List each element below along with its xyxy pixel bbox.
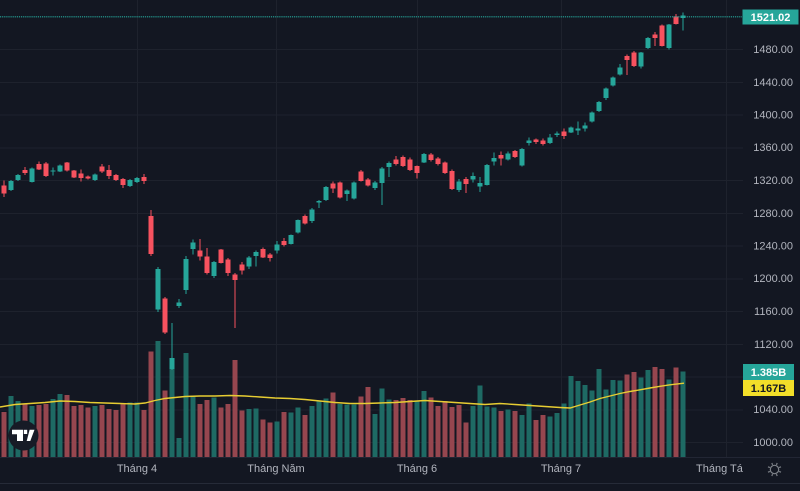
svg-text:1280.00: 1280.00 (753, 208, 793, 220)
svg-text:1440.00: 1440.00 (753, 77, 793, 89)
svg-text:Tháng 7: Tháng 7 (541, 463, 581, 475)
svg-text:Tháng 6: Tháng 6 (397, 463, 437, 475)
svg-text:1000.00: 1000.00 (753, 437, 793, 449)
svg-text:1040.00: 1040.00 (753, 404, 793, 416)
svg-text:1160.00: 1160.00 (754, 306, 793, 318)
svg-text:1200.00: 1200.00 (753, 273, 793, 285)
svg-text:Tháng Tá: Tháng Tá (696, 463, 744, 475)
svg-text:1320.00: 1320.00 (753, 175, 793, 187)
svg-text:1.167B: 1.167B (751, 383, 787, 395)
svg-text:1400.00: 1400.00 (753, 110, 793, 122)
svg-text:1480.00: 1480.00 (753, 44, 793, 56)
svg-text:1240.00: 1240.00 (753, 241, 793, 253)
svg-text:1120.00: 1120.00 (754, 339, 793, 351)
svg-text:1521.02: 1521.02 (751, 12, 791, 24)
svg-text:1360.00: 1360.00 (753, 142, 793, 154)
svg-text:Tháng 4: Tháng 4 (117, 463, 157, 475)
svg-text:Tháng Năm: Tháng Năm (247, 463, 304, 475)
svg-text:1.385B: 1.385B (751, 367, 787, 379)
